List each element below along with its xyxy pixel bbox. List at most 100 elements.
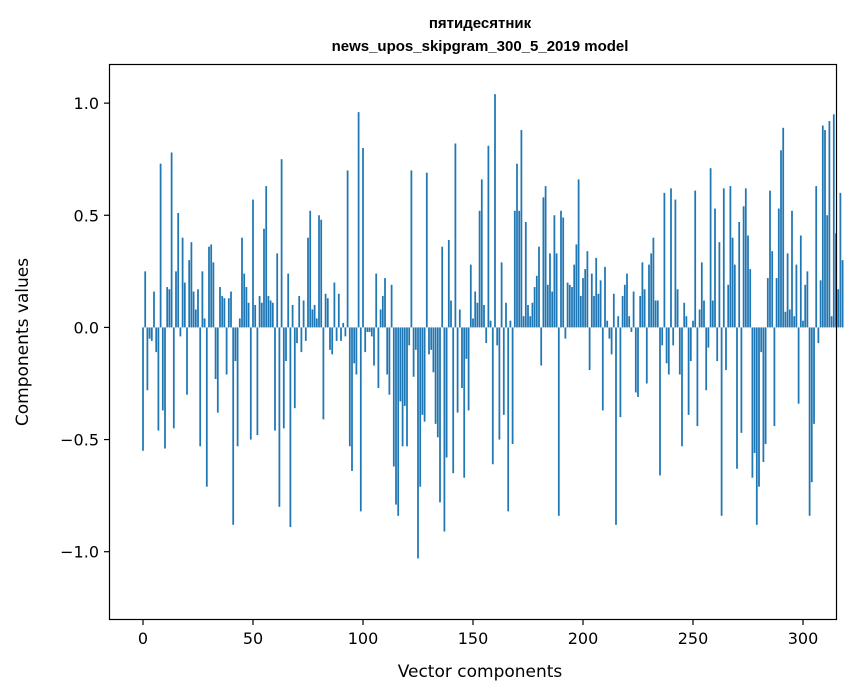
bar xyxy=(225,327,228,375)
bar xyxy=(428,327,430,355)
bar xyxy=(221,296,224,328)
bar xyxy=(335,327,338,341)
bar xyxy=(388,327,391,395)
bar xyxy=(304,327,307,341)
y-tick-label: 0.0 xyxy=(74,318,99,337)
bar xyxy=(527,304,529,328)
bar xyxy=(520,130,523,328)
bar xyxy=(744,188,747,328)
bar xyxy=(797,327,800,404)
bar xyxy=(639,296,642,328)
bar xyxy=(839,192,842,328)
bar xyxy=(740,327,743,433)
bar xyxy=(161,327,164,411)
bar xyxy=(373,327,375,366)
bar xyxy=(538,246,540,328)
bar xyxy=(300,327,303,353)
bar xyxy=(348,327,351,447)
bar xyxy=(179,327,182,337)
bar xyxy=(524,222,527,328)
bar xyxy=(469,264,472,328)
bar xyxy=(245,287,248,328)
bar xyxy=(531,302,534,328)
bar xyxy=(711,300,714,328)
bar xyxy=(238,318,241,328)
bar xyxy=(454,143,457,328)
bar xyxy=(403,327,406,406)
bar xyxy=(307,237,309,328)
bar xyxy=(551,291,554,328)
x-tick-label: 100 xyxy=(348,629,379,648)
bar xyxy=(590,273,593,328)
bar xyxy=(159,163,162,328)
bar xyxy=(175,271,177,328)
bar xyxy=(434,327,437,424)
bar xyxy=(656,300,659,328)
bar xyxy=(155,327,158,353)
bar xyxy=(593,296,595,328)
bar xyxy=(450,300,452,328)
bar xyxy=(542,197,545,328)
bar xyxy=(146,327,149,391)
bar xyxy=(766,278,769,328)
bar xyxy=(799,235,802,328)
bar xyxy=(186,327,188,395)
bar xyxy=(236,327,239,447)
bar xyxy=(736,327,738,469)
bar xyxy=(738,222,741,328)
bar xyxy=(813,327,815,424)
y-axis-ticks: −1.0 −0.5 0.0 0.5 1.0 xyxy=(60,94,110,562)
bar xyxy=(333,282,336,328)
bar xyxy=(456,327,459,413)
bar xyxy=(443,327,446,532)
bar xyxy=(318,215,320,328)
bar xyxy=(579,296,582,328)
bar xyxy=(452,327,455,474)
bar xyxy=(181,237,184,328)
bar xyxy=(771,251,774,328)
bar xyxy=(828,121,831,328)
bar xyxy=(500,262,503,328)
bar xyxy=(604,266,606,328)
bar xyxy=(672,327,675,346)
bar xyxy=(377,327,380,388)
bar xyxy=(406,327,408,447)
bar xyxy=(652,237,655,328)
bar xyxy=(762,327,765,462)
y-tick-label: −1.0 xyxy=(60,543,99,562)
bar xyxy=(419,327,422,487)
bar xyxy=(634,327,637,393)
bar xyxy=(571,287,573,328)
x-tick-label: 250 xyxy=(678,629,709,648)
bar xyxy=(144,271,147,328)
bar xyxy=(480,179,483,328)
bar xyxy=(586,251,589,328)
bar xyxy=(729,186,732,328)
bar xyxy=(540,327,543,366)
bar xyxy=(274,327,276,431)
bar xyxy=(689,327,692,362)
bar xyxy=(241,237,243,328)
bar xyxy=(643,289,646,328)
bar xyxy=(641,262,644,328)
bar xyxy=(285,327,287,362)
bar xyxy=(194,309,197,328)
y-tick-label: −0.5 xyxy=(60,431,99,450)
bar xyxy=(412,327,415,377)
x-axis-ticks: 0 50 100 150 200 250 300 xyxy=(138,619,818,648)
bar xyxy=(183,282,186,328)
bar xyxy=(216,327,219,413)
bar xyxy=(687,327,690,415)
bar xyxy=(588,327,591,371)
bar xyxy=(612,293,615,328)
bar xyxy=(439,327,441,503)
bar xyxy=(247,302,250,328)
bar xyxy=(791,210,793,328)
bar xyxy=(681,327,683,447)
bar xyxy=(192,291,195,328)
bar xyxy=(566,282,569,328)
bar xyxy=(731,237,734,328)
bar xyxy=(553,215,556,328)
bar xyxy=(311,309,314,328)
